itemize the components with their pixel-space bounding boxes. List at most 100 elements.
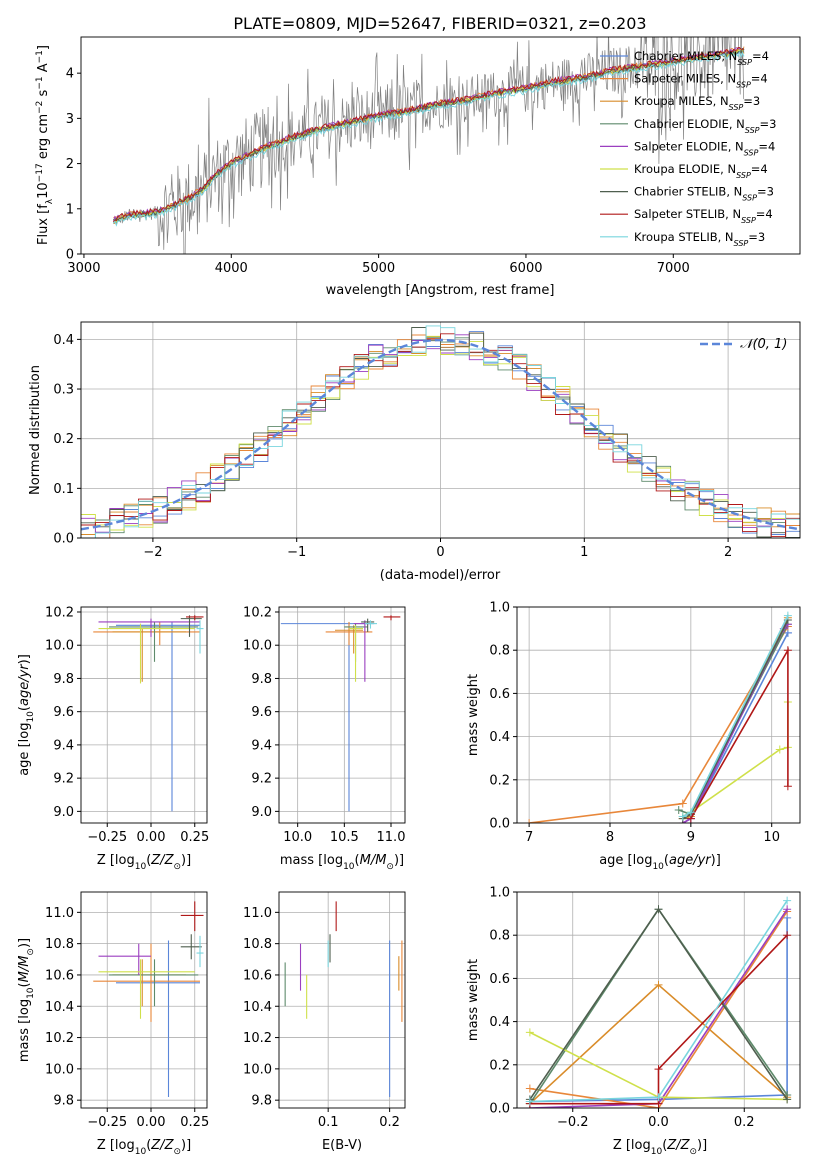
legend-label: Kroupa ELODIE, NSSP=4 [634, 162, 768, 180]
x-tick-label: 10 [763, 830, 780, 845]
plot-area [93, 615, 204, 812]
label-part: ( [146, 1138, 151, 1153]
label-part: λ [45, 198, 55, 204]
label-part: ⊙ [26, 948, 36, 956]
mass-age-panel: 10.0 10.5 11.0 9.0 9.2 9.4 9.6 9.8 10.0 10.2 mass … [243, 605, 405, 872]
label-part: )] [181, 853, 191, 868]
label-part: Flux [f [36, 204, 51, 245]
axes-frame [516, 606, 801, 824]
y-tick-label: 10.8 [45, 937, 74, 952]
legend-n: =3 [760, 117, 777, 131]
label-part: ] [36, 45, 51, 50]
x-axis-label: mass [log10(M/M⊙)] [280, 853, 404, 872]
y-tick-label: 9.4 [251, 738, 272, 753]
x-tick-label: 0.25 [180, 830, 209, 845]
x-tick-label: 2 [724, 545, 732, 560]
label-part: )] [394, 853, 404, 868]
y-tick-label: 4 [66, 67, 74, 82]
legend-name: Salpeter STELIB, N [634, 207, 741, 221]
spectrum-panel: 3000 4000 5000 6000 7000 0 1 2 3 4 wavelength [Ang… [35, 36, 801, 298]
label-part: mass [log [17, 999, 32, 1062]
label-part: ⊙ [689, 1147, 697, 1157]
weight-line-salpeter-stelib [529, 934, 788, 1105]
x-axis-label: Z [log10(Z/Z⊙)] [613, 1138, 707, 1157]
label-part: 10 [343, 862, 355, 872]
weight-marker-chabrier-stelib [654, 905, 663, 914]
label-part: Z [log [97, 853, 135, 868]
weight-marker-kroupa-stelib [678, 812, 687, 821]
metallicity-mass-panel: −0.25 0.00 0.25 9.8 10.0 10.2 10.4 10.6 10.8 11.0… [17, 891, 209, 1157]
legend-name: Chabrier ELODIE, N [634, 117, 745, 131]
legend-name: Chabrier MILES, N [634, 49, 737, 63]
label-part: 10 [652, 862, 664, 872]
label-part: )] [17, 654, 32, 664]
y-tick-label: 9.2 [53, 772, 74, 787]
legend-label: Chabrier STELIB, NSSP=3 [634, 185, 774, 203]
model-spectrum-chabrier-stelib [113, 48, 745, 222]
label-part: ( [664, 853, 669, 868]
weight-marker-chabrier-stelib [783, 1095, 792, 1104]
legend-n: =3 [748, 230, 765, 244]
weight-marker-kroupa-stelib [654, 1093, 663, 1102]
label-part: ⊙ [386, 862, 394, 872]
y-tick-label: 0.0 [489, 1102, 510, 1117]
label-part: age/yr [17, 663, 32, 706]
x-axis-label: Z [log10(Z/Z⊙)] [97, 1138, 191, 1157]
plot-area [525, 896, 792, 1108]
label-part: ( [17, 706, 32, 711]
label-part: mass [log [280, 853, 343, 868]
x-tick-label: 0.0 [648, 1115, 669, 1130]
y-tick-label: 0.4 [53, 333, 74, 348]
legend-n: =4 [751, 72, 768, 86]
plot-area [93, 901, 204, 1098]
x-tick-label: −0.2 [557, 1115, 589, 1130]
legend-name: Kroupa STELIB, N [634, 230, 734, 244]
legend-n: =4 [758, 139, 775, 153]
x-tick-label: 4000 [215, 261, 248, 276]
x-axis-label: (data-model)/error [380, 568, 501, 583]
label-part: 10 [26, 711, 36, 723]
legend-n: =3 [757, 185, 774, 199]
label-part: Z/Z [150, 853, 174, 868]
label-part: Z/Z [666, 1138, 690, 1153]
weight-marker-salpeter-stelib [783, 782, 792, 791]
x-tick-label: −1 [287, 545, 306, 560]
histogram-kroupa-stelib [81, 325, 800, 538]
y-tick-label: 0.4 [489, 1015, 510, 1030]
x-tick-label: 10.0 [283, 830, 312, 845]
label-part: Z [log [613, 1138, 651, 1153]
x-tick-label: −0.25 [87, 830, 127, 845]
y-tick-label: 0.2 [489, 1058, 510, 1073]
legend-n: =4 [756, 207, 773, 221]
label-part: M/M [17, 956, 32, 983]
legend-name: Salpeter MILES, N [634, 72, 736, 86]
x-tick-label: 0.2 [734, 1115, 755, 1130]
label-part: )] [17, 938, 32, 948]
label-part: Z/Z [150, 1138, 174, 1153]
weight-marker-kroupa-stelib [686, 808, 695, 817]
weight-line-salpeter-miles [528, 625, 789, 823]
gaussian-legend-label: 𝒩(0, 1) [740, 337, 787, 352]
label-part: 10 [26, 987, 36, 999]
y-tick-label: 9.8 [53, 672, 74, 687]
legend-label: Chabrier ELODIE, NSSP=3 [634, 117, 776, 135]
ebv-mass-panel: 0.1 0.2 9.8 10.0 10.2 10.4 10.6 10.8 11.0 E(B-V) [243, 891, 406, 1153]
weight-line-salpeter-stelib [690, 647, 789, 820]
y-tick-label: 10.4 [45, 1000, 74, 1015]
weight-marker-kroupa-elodie [525, 1028, 534, 1037]
label-part: −2 [35, 101, 45, 114]
model-spectrum-kroupa-stelib [113, 50, 745, 227]
label-part: Z [log [97, 1138, 135, 1153]
y-tick-label: 0.3 [53, 383, 74, 398]
legend-label: Kroupa MILES, NSSP=3 [634, 94, 760, 112]
plot-area [280, 615, 401, 812]
legend-label: Salpeter MILES, NSSP=4 [634, 72, 768, 90]
histogram-salpeter-stelib [81, 333, 800, 537]
weight-marker-salpeter-stelib [783, 931, 792, 940]
metallicity-age-panel: −0.25 0.00 0.25 9.0 9.2 9.4 9.6 9.8 10.0 10.2 Z [l… [17, 605, 209, 872]
label-part: 10 [135, 1147, 147, 1157]
x-tick-label: 8 [606, 830, 614, 845]
y-axis-label: Flux [fλ10−17 erg cm−2 s−1 A−1] [35, 45, 55, 245]
